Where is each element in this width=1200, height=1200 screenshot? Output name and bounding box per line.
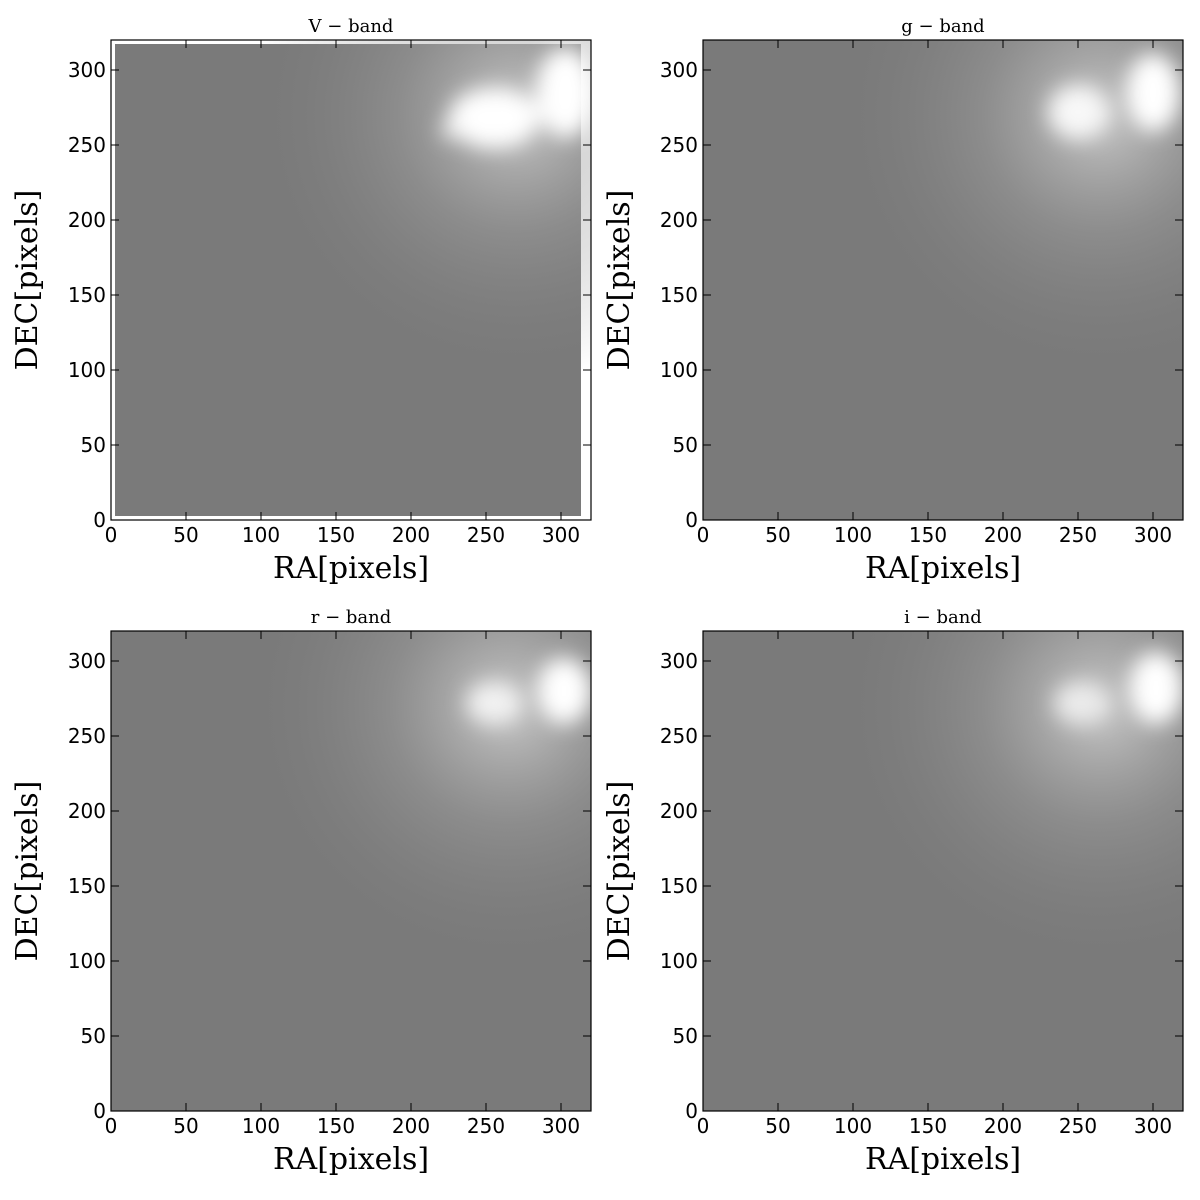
panel-title: i − band xyxy=(904,607,982,628)
y-tick-label: 150 xyxy=(660,283,698,307)
bright-region xyxy=(1138,661,1153,676)
y-tick-label: 250 xyxy=(68,133,106,157)
x-axis-label: RA[pixels] xyxy=(273,551,429,586)
y-tick-label: 100 xyxy=(68,358,106,382)
y-tick-label: 50 xyxy=(81,433,106,457)
x-tick-label: 250 xyxy=(1059,523,1097,547)
panel-title: g − band xyxy=(901,16,984,37)
bright-region xyxy=(1129,652,1183,724)
image-area xyxy=(111,40,591,520)
y-tick-label: 200 xyxy=(660,208,698,232)
y-tick-label: 150 xyxy=(68,283,106,307)
y-tick-label: 50 xyxy=(673,1024,698,1048)
y-tick-label: 0 xyxy=(685,508,698,532)
y-tick-label: 100 xyxy=(660,949,698,973)
y-tick-label: 300 xyxy=(660,58,698,82)
y-tick-label: 50 xyxy=(673,433,698,457)
y-tick-label: 300 xyxy=(68,649,106,673)
x-tick-label: 250 xyxy=(1059,1114,1097,1138)
panel-title: r − band xyxy=(311,607,392,628)
x-tick-label: 200 xyxy=(984,1114,1022,1138)
bright-region xyxy=(441,121,465,139)
y-tick-label: 200 xyxy=(68,799,106,823)
x-axis-label: RA[pixels] xyxy=(865,551,1021,586)
panel-2: 0 50 100 150 200 250 300 0 50 100 150 200 250 300 g − … xyxy=(602,16,1184,586)
x-tick-label: 100 xyxy=(242,1114,280,1138)
y-tick-label: 250 xyxy=(68,724,106,748)
x-tick-label: 0 xyxy=(105,523,118,547)
panel-1: 0 50 100 150 200 250 300 0 50 100 150 200 250 300 V − … xyxy=(10,16,592,586)
bright-region xyxy=(466,682,521,724)
y-tick-label: 250 xyxy=(660,133,698,157)
bright-region xyxy=(537,658,591,724)
panel-4: 0 50 100 150 200 250 300 0 50 100 150 200 250 300 i − … xyxy=(602,607,1184,1177)
bright-region xyxy=(546,661,561,676)
x-tick-label: 250 xyxy=(467,523,505,547)
image-area xyxy=(111,631,591,1111)
axes-frame xyxy=(702,39,1184,521)
bright-region xyxy=(448,88,539,148)
x-tick-label: 300 xyxy=(542,523,580,547)
panel-title: V − band xyxy=(308,16,394,37)
axes-frame xyxy=(110,39,592,521)
y-tick-label: 100 xyxy=(68,949,106,973)
axes-frame xyxy=(702,630,1184,1112)
y-axis-label: DEC[pixels] xyxy=(10,190,45,371)
panel-3: 0 50 100 150 200 250 300 0 50 100 150 200 250 300 r − … xyxy=(10,607,592,1177)
y-tick-label: 200 xyxy=(660,799,698,823)
x-tick-label: 150 xyxy=(909,523,947,547)
x-tick-label: 150 xyxy=(317,1114,355,1138)
y-axis-label: DEC[pixels] xyxy=(10,781,45,962)
y-tick-label: 50 xyxy=(81,1024,106,1048)
x-tick-label: 150 xyxy=(909,1114,947,1138)
bright-region xyxy=(1054,682,1108,724)
x-tick-label: 0 xyxy=(105,1114,118,1138)
x-tick-label: 50 xyxy=(173,1114,198,1138)
y-tick-label: 200 xyxy=(68,208,106,232)
x-tick-label: 100 xyxy=(834,523,872,547)
y-tick-label: 300 xyxy=(660,649,698,673)
y-axis-label: DEC[pixels] xyxy=(602,781,637,962)
x-tick-label: 50 xyxy=(765,523,790,547)
bright-region xyxy=(1126,53,1180,132)
y-tick-label: 0 xyxy=(93,508,106,532)
x-tick-label: 150 xyxy=(317,523,355,547)
bright-region xyxy=(1138,70,1153,85)
y-axis-label: DEC[pixels] xyxy=(602,190,637,371)
y-tick-label: 0 xyxy=(93,1099,106,1123)
x-tick-label: 300 xyxy=(542,1114,580,1138)
x-tick-label: 200 xyxy=(984,523,1022,547)
bright-region xyxy=(1048,85,1108,139)
x-tick-label: 200 xyxy=(392,1114,430,1138)
x-tick-label: 50 xyxy=(765,1114,790,1138)
image-area xyxy=(703,631,1183,1111)
y-tick-label: 300 xyxy=(68,58,106,82)
y-tick-label: 100 xyxy=(660,358,698,382)
x-tick-label: 300 xyxy=(1134,523,1172,547)
image-area xyxy=(703,40,1183,520)
x-tick-label: 300 xyxy=(1134,1114,1172,1138)
y-tick-label: 150 xyxy=(68,874,106,898)
x-tick-label: 200 xyxy=(392,523,430,547)
x-tick-label: 250 xyxy=(467,1114,505,1138)
x-axis-label: RA[pixels] xyxy=(273,1142,429,1177)
y-tick-label: 250 xyxy=(660,724,698,748)
x-tick-label: 0 xyxy=(697,523,710,547)
bright-region xyxy=(535,47,591,138)
y-tick-label: 0 xyxy=(685,1099,698,1123)
x-tick-label: 0 xyxy=(697,1114,710,1138)
x-tick-label: 100 xyxy=(242,523,280,547)
x-axis-label: RA[pixels] xyxy=(865,1142,1021,1177)
axes-frame xyxy=(110,630,592,1112)
y-tick-label: 150 xyxy=(660,874,698,898)
x-tick-label: 100 xyxy=(834,1114,872,1138)
x-tick-label: 50 xyxy=(173,523,198,547)
